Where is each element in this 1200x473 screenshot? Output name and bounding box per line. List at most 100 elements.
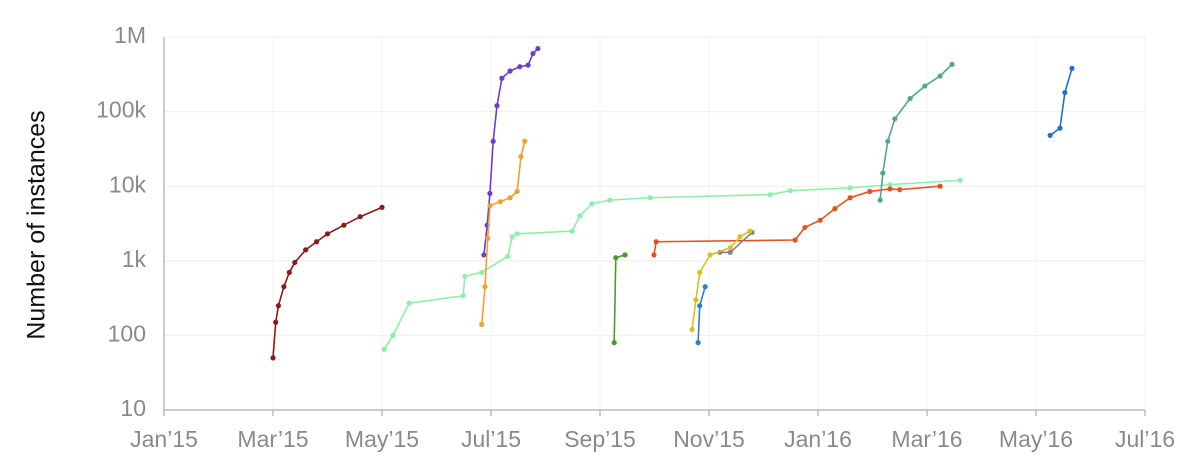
data-point <box>1057 125 1063 131</box>
x-tick-label: May’16 <box>999 426 1073 452</box>
data-point <box>357 214 363 220</box>
data-point <box>727 249 733 255</box>
data-point <box>273 319 279 325</box>
data-point <box>792 237 798 243</box>
data-point <box>535 45 541 52</box>
data-point <box>341 222 347 228</box>
data-point <box>1069 65 1075 71</box>
data-point <box>847 185 853 191</box>
series-line <box>697 286 706 343</box>
data-point <box>522 138 528 144</box>
y-tick-label: 100 <box>108 320 146 346</box>
y-axis-label: Number of instances <box>23 110 51 339</box>
data-point <box>525 62 531 68</box>
data-point <box>737 234 743 240</box>
data-point <box>479 269 485 275</box>
data-point <box>482 284 488 290</box>
data-point <box>647 195 653 201</box>
data-point <box>689 326 695 333</box>
x-tick-label: Mar’15 <box>237 426 308 452</box>
data-point <box>281 284 287 290</box>
data-point <box>767 192 773 198</box>
data-point <box>957 177 963 183</box>
data-point <box>577 213 583 219</box>
data-point <box>937 73 943 79</box>
data-point <box>509 234 515 240</box>
data-point <box>613 255 619 261</box>
data-point <box>1062 89 1068 96</box>
data-point <box>949 61 955 67</box>
x-tick-label: Mar’16 <box>891 426 962 452</box>
data-point <box>922 83 928 89</box>
data-point <box>286 269 292 275</box>
x-tick-label: Jul’16 <box>1115 426 1175 452</box>
x-tick-label: Jan’16 <box>784 426 852 452</box>
data-point <box>507 68 513 74</box>
data-point <box>292 259 298 266</box>
data-point <box>381 346 387 352</box>
y-tick-label: 100k <box>96 97 146 123</box>
data-point <box>622 252 628 258</box>
data-point <box>695 340 701 346</box>
data-point <box>651 252 657 258</box>
series-line <box>272 206 383 358</box>
x-tick-label: Nov’15 <box>673 426 745 452</box>
data-point <box>497 199 503 205</box>
data-point <box>887 182 893 188</box>
series-line <box>1049 68 1073 137</box>
data-point <box>817 217 823 223</box>
data-point <box>490 138 496 144</box>
data-point <box>867 188 873 195</box>
data-point <box>885 138 891 144</box>
data-point <box>487 190 493 197</box>
data-point <box>727 245 733 251</box>
data-point <box>314 239 320 245</box>
data-point <box>880 170 886 176</box>
y-tick-label: 1M <box>114 22 146 48</box>
data-point <box>514 231 520 237</box>
series-line <box>613 254 626 343</box>
data-point <box>530 50 536 57</box>
data-point <box>275 303 282 309</box>
data-point <box>693 297 699 303</box>
series-line <box>879 63 953 201</box>
data-point <box>802 224 808 231</box>
series-line <box>383 179 961 350</box>
data-point <box>481 252 487 258</box>
data-point <box>487 202 493 209</box>
data-point <box>569 228 575 234</box>
series-line <box>483 47 539 255</box>
data-point <box>937 183 943 189</box>
data-point <box>847 195 853 201</box>
data-point <box>518 153 524 160</box>
x-tick-label: Jul’15 <box>461 426 521 452</box>
data-point <box>270 355 276 361</box>
data-point <box>507 195 513 201</box>
data-point <box>517 64 523 70</box>
y-tick-label: 10 <box>120 395 146 421</box>
y-tick-label: 1k <box>122 246 147 272</box>
data-point <box>406 300 412 306</box>
data-point <box>907 95 913 102</box>
data-point <box>499 75 505 81</box>
data-point <box>877 197 883 203</box>
x-tick-label: Sep’15 <box>564 426 636 452</box>
data-point <box>390 332 396 338</box>
data-point <box>653 239 659 245</box>
data-point <box>787 188 793 194</box>
data-point <box>1047 132 1053 138</box>
data-point <box>887 186 893 192</box>
data-point <box>324 231 331 237</box>
data-point <box>607 197 613 203</box>
data-point <box>707 252 713 258</box>
data-point <box>379 204 385 210</box>
data-point <box>505 253 511 259</box>
data-point <box>747 228 753 234</box>
data-point <box>460 293 466 299</box>
data-point <box>697 303 703 309</box>
data-point <box>832 206 838 212</box>
data-point <box>697 269 703 275</box>
data-point <box>485 235 491 241</box>
x-tick-label: Jan’15 <box>130 426 198 452</box>
